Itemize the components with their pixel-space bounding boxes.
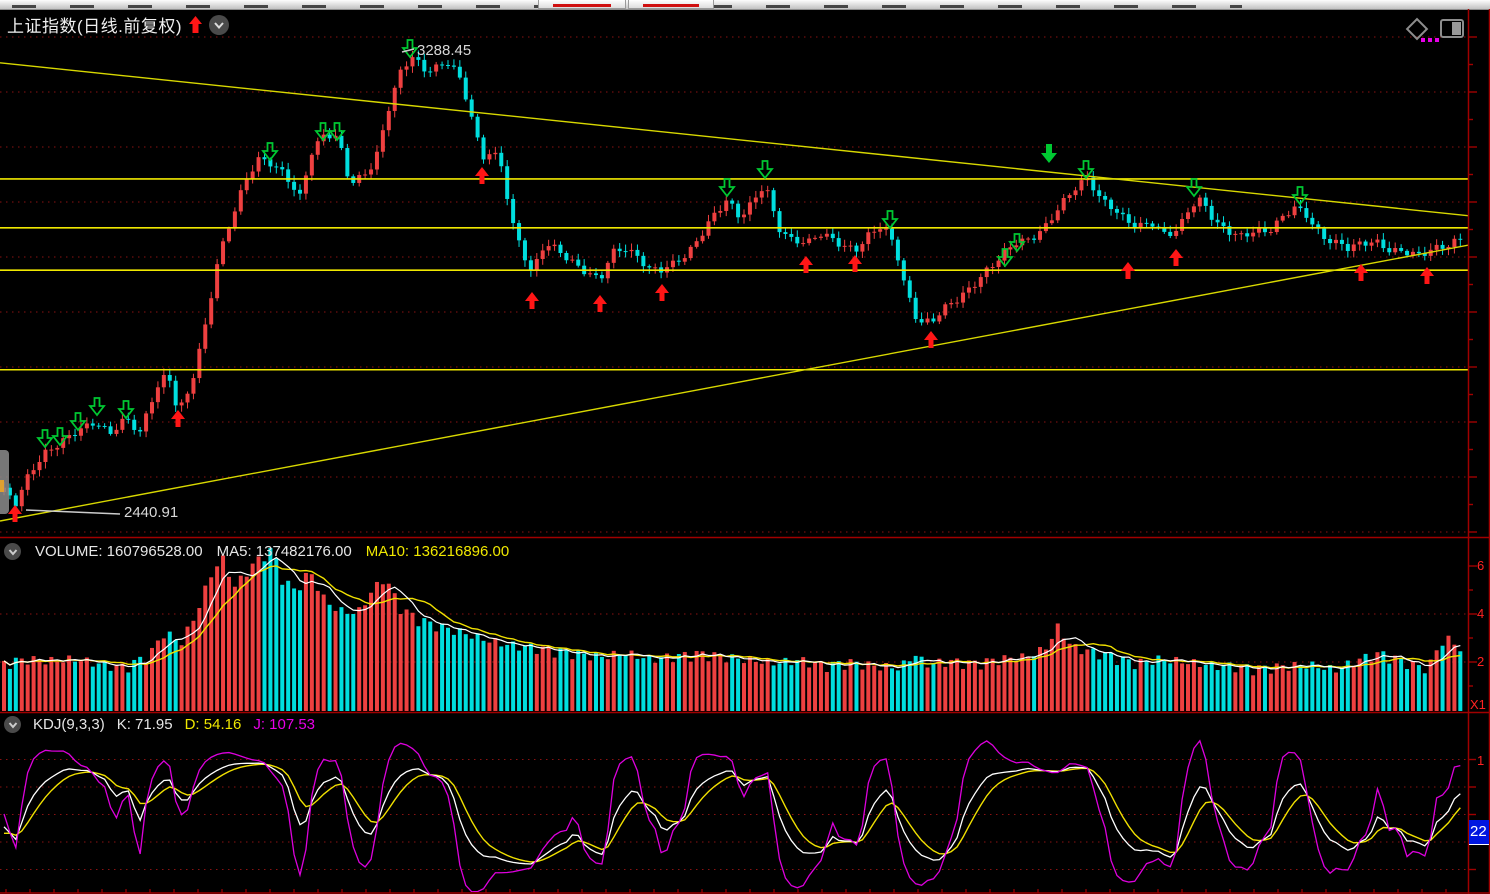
low-price-label: 2440.91 <box>124 504 179 521</box>
kdj-value-tag: 22 <box>1469 820 1489 845</box>
clipped-candle-fragment <box>0 480 4 492</box>
volume-ma10-value: MA10: 136216896.00 <box>365 543 510 560</box>
panel-toggle-icon[interactable] <box>1440 19 1464 38</box>
panel-toggle-fill <box>1452 22 1461 35</box>
menu-button-1-red-label <box>553 4 611 7</box>
chart-canvas[interactable] <box>0 9 1490 894</box>
kdj-j-value: J: 107.53 <box>253 716 316 733</box>
menu-button-2[interactable] <box>628 0 714 9</box>
chart-title-row: 上证指数(日线.前复权) <box>7 12 230 37</box>
menu-button-1[interactable] <box>538 0 626 9</box>
volume-header: VOLUME: 160796528.00 MA5: 137482176.00 M… <box>4 543 509 560</box>
chevron-down-icon <box>8 721 17 729</box>
volume-axis-label-2: 2 <box>1477 654 1485 669</box>
volume-axis-label-6: 6 <box>1477 558 1485 573</box>
collapse-kdj-pane-button[interactable] <box>4 716 21 733</box>
chevron-down-icon <box>8 548 17 556</box>
volume-ma5-value: MA5: 137482176.00 <box>216 543 352 560</box>
chevron-down-icon <box>214 21 224 29</box>
symbol-title: 上证指数(日线.前复权) <box>7 17 183 36</box>
volume-unit-label: X1 <box>1470 697 1486 712</box>
menu-bar[interactable] <box>0 0 1490 10</box>
volume-value: VOLUME: 160796528.00 <box>35 543 203 560</box>
kdj-header: KDJ(9,3,3) K: 71.95 D: 54.16 J: 107.53 <box>4 716 315 733</box>
collapse-volume-pane-button[interactable] <box>4 543 21 560</box>
kdj-d-value: D: 54.16 <box>184 716 242 733</box>
price-up-arrow-icon <box>189 16 203 33</box>
volume-axis-label-4: 4 <box>1477 606 1485 621</box>
kdj-axis-label: 1 <box>1477 753 1485 768</box>
kdj-k-value: K: 71.95 <box>116 716 173 733</box>
left-scroll-thumb[interactable] <box>0 450 9 514</box>
peak-price-label: 3288.45 <box>417 42 472 59</box>
collapse-main-pane-button[interactable] <box>209 14 230 35</box>
menu-item-glyphs <box>12 5 1242 8</box>
magenta-dots-indicator <box>1421 38 1439 42</box>
kdj-name: KDJ(9,3,3) <box>33 716 105 733</box>
menu-button-2-red-label <box>643 4 699 7</box>
